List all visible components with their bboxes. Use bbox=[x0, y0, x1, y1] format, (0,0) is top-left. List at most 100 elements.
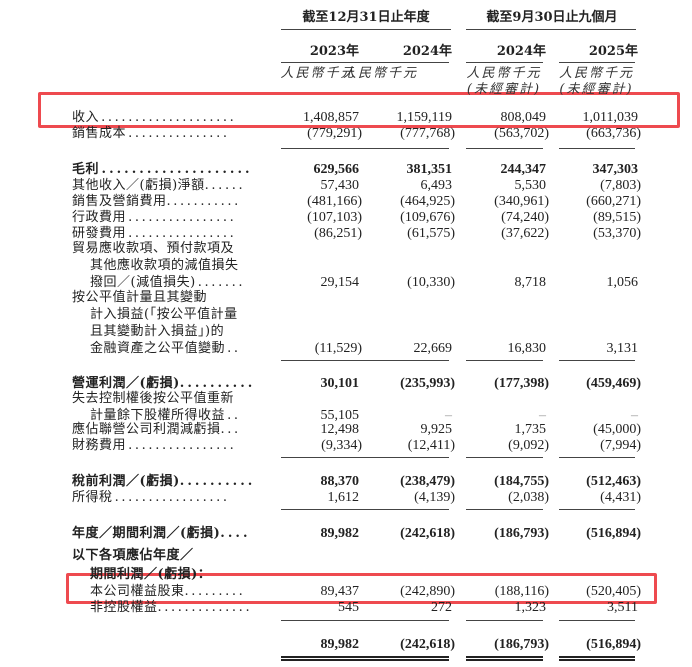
header-nine-month-group: 截至9月30日止九個月 bbox=[486, 10, 618, 25]
subtotal-rule bbox=[466, 457, 543, 458]
total-double-rule bbox=[313, 656, 449, 661]
row-value: (37,622) bbox=[501, 226, 549, 241]
row-value: 9,925 bbox=[420, 422, 453, 437]
row-value: (2,038) bbox=[508, 490, 549, 505]
row-label: 本公司權益股東. . . . . . . . . bbox=[90, 584, 244, 599]
row-label: 應佔聯營公司利潤減虧損. . . bbox=[72, 422, 239, 437]
column-year: 2024年 bbox=[496, 44, 546, 59]
row-value: 55,105 bbox=[320, 408, 360, 423]
row-label: 其他收入／(虧損)淨額. . . . . . bbox=[72, 178, 244, 193]
row-label: 金融資產之公平值變動 . . bbox=[90, 341, 239, 356]
row-label: 按公平值計量且其變動 bbox=[72, 290, 208, 305]
row-value: 5,530 bbox=[514, 178, 547, 193]
row-value: (238,479) bbox=[400, 474, 455, 489]
row-label: 期間利潤／(虧損)： bbox=[90, 567, 212, 582]
row-label: 收入 . . . . . . . . . . . . . . . . . . .… bbox=[72, 110, 235, 125]
row-value: 1,159,119 bbox=[396, 110, 452, 125]
row-value: 1,408,857 bbox=[303, 110, 359, 125]
row-value: (186,793) bbox=[494, 637, 549, 652]
header-year-group: 截至12月31日止年度 bbox=[302, 10, 430, 25]
row-value: 22,669 bbox=[413, 341, 453, 356]
row-value: (9,334) bbox=[321, 438, 362, 453]
subtotal-rule bbox=[466, 148, 543, 149]
row-value: – bbox=[539, 408, 546, 423]
row-value: (86,251) bbox=[314, 226, 362, 241]
row-value: 1,735 bbox=[514, 422, 547, 437]
unit-label: 人民幣千元 bbox=[280, 66, 356, 81]
unaudited-label: (未經審計) bbox=[559, 82, 634, 97]
row-value: 89,982 bbox=[320, 526, 360, 541]
row-value: 88,370 bbox=[320, 474, 360, 489]
row-value: (45,000) bbox=[593, 422, 641, 437]
subtotal-rule bbox=[559, 148, 635, 149]
subtotal-rule bbox=[466, 360, 543, 361]
row-value: (242,618) bbox=[400, 637, 455, 652]
row-value: 1,011,039 bbox=[582, 110, 638, 125]
row-label: 年度／期間利潤／(虧損). . . . bbox=[72, 526, 248, 541]
row-value: (520,405) bbox=[586, 584, 641, 599]
row-value: (4,431) bbox=[600, 490, 641, 505]
row-label: 其他應收款項的減值損失 bbox=[90, 258, 239, 273]
row-value: (242,618) bbox=[400, 526, 455, 541]
row-value: (184,755) bbox=[494, 474, 549, 489]
row-value: 89,437 bbox=[320, 584, 360, 599]
row-label: 研發費用 . . . . . . . . . . . . . . . . bbox=[72, 226, 235, 241]
row-value: (242,890) bbox=[400, 584, 455, 599]
row-value: 8,718 bbox=[514, 275, 547, 290]
row-value: (188,116) bbox=[494, 584, 549, 599]
row-value: (464,925) bbox=[400, 194, 455, 209]
row-value: 16,830 bbox=[507, 341, 547, 356]
row-value: (481,166) bbox=[307, 194, 362, 209]
row-value: (53,370) bbox=[593, 226, 641, 241]
subtotal-rule bbox=[559, 457, 635, 458]
column-year: 2023年 bbox=[309, 44, 359, 59]
highlight-box-equity-shareholders bbox=[66, 573, 657, 604]
row-value: (660,271) bbox=[586, 194, 641, 209]
row-label: 行政費用 . . . . . . . . . . . . . . . . bbox=[72, 210, 235, 225]
column-year: 2025年 bbox=[588, 44, 638, 59]
row-label: 撥回／(減值損失) . . . . . . . bbox=[90, 275, 243, 290]
subtotal-rule bbox=[466, 620, 543, 621]
row-value: 1,056 bbox=[606, 275, 639, 290]
row-value: 12,498 bbox=[320, 422, 360, 437]
row-value: (10,330) bbox=[407, 275, 455, 290]
row-value: 244,347 bbox=[500, 162, 547, 177]
subtotal-rule bbox=[313, 620, 449, 621]
row-label: 財務費用 . . . . . . . . . . . . . . . . bbox=[72, 438, 235, 453]
row-value: 30,101 bbox=[320, 376, 360, 391]
row-label: 非控股權益. . . . . . . . . . . . . . bbox=[90, 600, 251, 615]
row-value: 89,982 bbox=[320, 637, 360, 652]
column-divider bbox=[559, 62, 635, 63]
row-value: 3,511 bbox=[607, 600, 638, 615]
row-value: 1,612 bbox=[327, 490, 360, 505]
row-value: (11,529) bbox=[314, 341, 362, 356]
row-value: (512,463) bbox=[586, 474, 641, 489]
subtotal-rule bbox=[313, 457, 449, 458]
subtotal-rule bbox=[313, 360, 449, 361]
row-value: (109,676) bbox=[400, 210, 455, 225]
total-double-rule bbox=[466, 656, 543, 661]
row-value: (779,291) bbox=[307, 126, 362, 141]
row-label: 計量餘下股權所得收益 . . bbox=[90, 408, 239, 423]
row-value: (177,398) bbox=[494, 376, 549, 391]
unit-label: 人民幣千元 bbox=[342, 66, 418, 81]
row-value: 57,430 bbox=[320, 178, 360, 193]
row-value: (516,894) bbox=[586, 637, 641, 652]
column-divider bbox=[313, 62, 449, 63]
row-label: 所得稅 . . . . . . . . . . . . . . . . . bbox=[72, 490, 228, 505]
row-value: – bbox=[445, 408, 452, 423]
row-label: 貿易應收款項、預付款項及 bbox=[72, 241, 235, 256]
subtotal-rule bbox=[559, 620, 635, 621]
row-label: 以下各項應佔年度／ bbox=[72, 548, 194, 563]
row-value: 629,566 bbox=[313, 162, 360, 177]
row-value: – bbox=[631, 408, 638, 423]
row-label: 計入損益(「按公平值計量 bbox=[90, 307, 238, 322]
row-value: (186,793) bbox=[494, 526, 549, 541]
row-value: 808,049 bbox=[500, 110, 547, 125]
row-label: 營運利潤／(虧損). . . . . . . . . . bbox=[72, 376, 253, 391]
row-value: 381,351 bbox=[406, 162, 453, 177]
column-divider bbox=[466, 62, 543, 63]
row-label: 失去控制權後按公平值重新 bbox=[72, 391, 235, 406]
row-label: 且其變動計入損益」)的 bbox=[90, 324, 225, 339]
